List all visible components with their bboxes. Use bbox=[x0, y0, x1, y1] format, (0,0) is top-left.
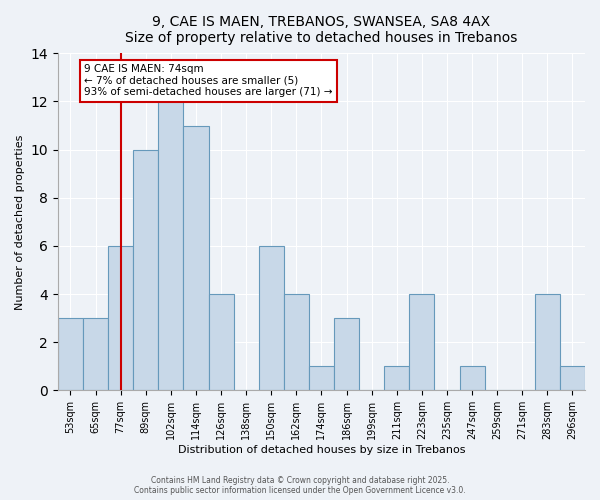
Bar bbox=[158, 102, 184, 391]
Bar bbox=[133, 150, 158, 390]
Bar bbox=[284, 294, 309, 390]
Y-axis label: Number of detached properties: Number of detached properties bbox=[15, 134, 25, 310]
Text: Contains HM Land Registry data © Crown copyright and database right 2025.
Contai: Contains HM Land Registry data © Crown c… bbox=[134, 476, 466, 495]
Title: 9, CAE IS MAEN, TREBANOS, SWANSEA, SA8 4AX
Size of property relative to detached: 9, CAE IS MAEN, TREBANOS, SWANSEA, SA8 4… bbox=[125, 15, 518, 45]
Bar bbox=[560, 366, 585, 390]
Bar bbox=[83, 318, 108, 390]
Bar bbox=[184, 126, 209, 390]
Bar bbox=[334, 318, 359, 390]
Bar bbox=[460, 366, 485, 390]
Bar bbox=[58, 318, 83, 390]
Bar bbox=[209, 294, 233, 390]
Bar bbox=[309, 366, 334, 390]
Bar bbox=[108, 246, 133, 390]
Bar bbox=[384, 366, 409, 390]
Bar bbox=[535, 294, 560, 390]
Bar bbox=[409, 294, 434, 390]
Text: 9 CAE IS MAEN: 74sqm
← 7% of detached houses are smaller (5)
93% of semi-detache: 9 CAE IS MAEN: 74sqm ← 7% of detached ho… bbox=[84, 64, 333, 98]
X-axis label: Distribution of detached houses by size in Trebanos: Distribution of detached houses by size … bbox=[178, 445, 465, 455]
Bar bbox=[259, 246, 284, 390]
